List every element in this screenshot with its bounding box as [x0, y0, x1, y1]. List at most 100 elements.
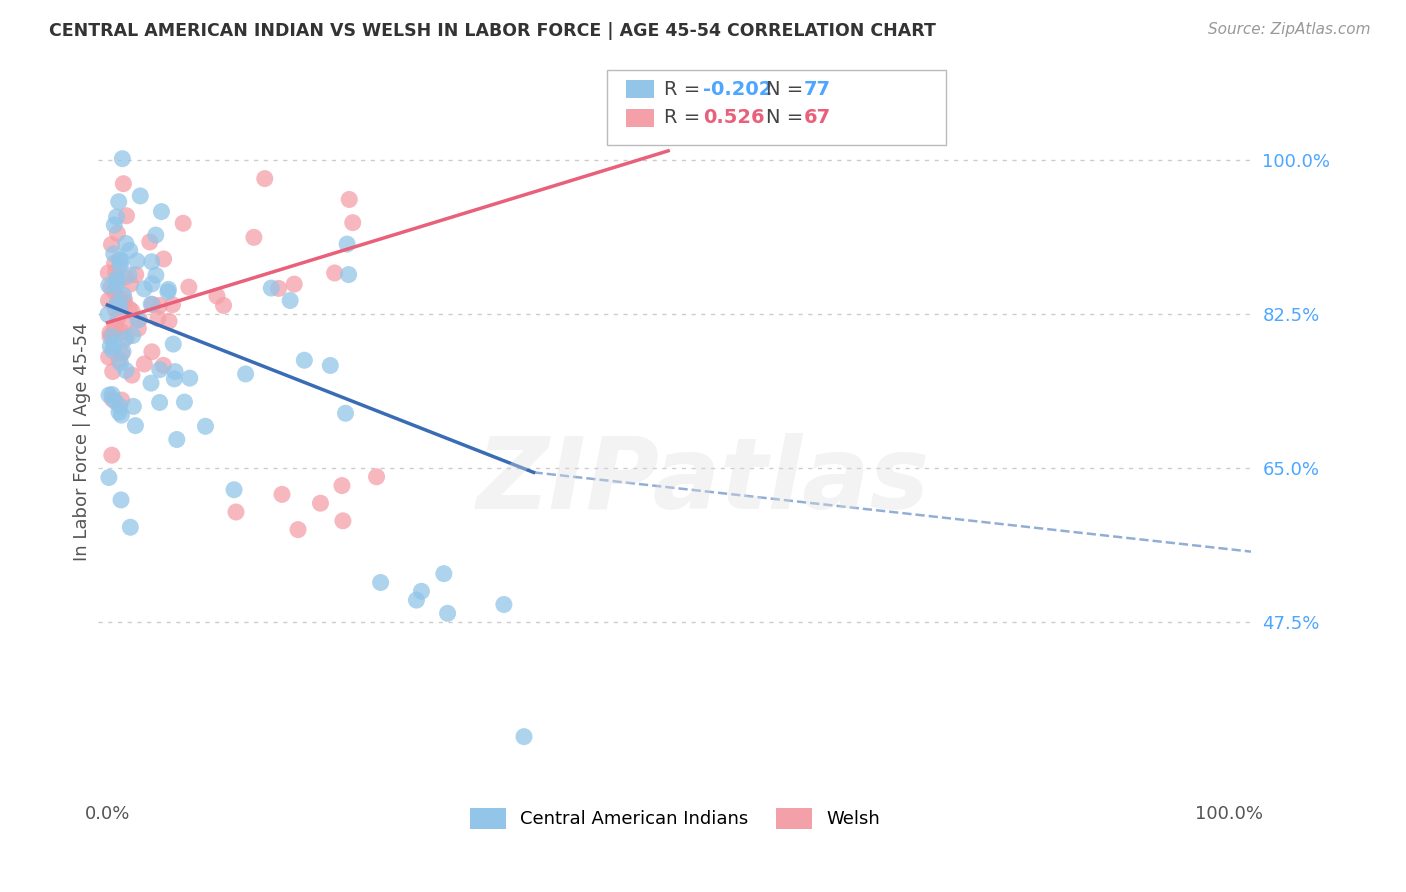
Point	[108, 399, 131, 413]
Point	[105, 274, 128, 288]
Point	[97, 350, 120, 364]
Point	[111, 393, 134, 408]
Point	[115, 363, 138, 377]
Point	[98, 388, 121, 402]
Point	[115, 209, 138, 223]
Point	[163, 372, 186, 386]
Point	[112, 177, 135, 191]
Point	[104, 301, 127, 316]
Point	[103, 285, 125, 299]
Point	[105, 210, 128, 224]
Point	[97, 278, 120, 293]
Point	[156, 285, 179, 299]
Text: ZIPatlas: ZIPatlas	[477, 434, 929, 530]
Point	[336, 237, 359, 252]
Point	[157, 314, 180, 328]
Point	[145, 228, 167, 243]
Point	[127, 321, 149, 335]
Point	[121, 328, 143, 343]
Point	[105, 279, 128, 293]
Point	[173, 395, 195, 409]
Point	[101, 343, 124, 358]
Point	[179, 371, 201, 385]
Point	[141, 297, 163, 311]
Point	[122, 400, 145, 414]
Point	[125, 268, 148, 282]
Point	[149, 395, 172, 409]
Point	[492, 598, 515, 612]
Point	[165, 365, 187, 379]
Point	[101, 329, 124, 343]
Point	[141, 254, 163, 268]
Point	[101, 387, 124, 401]
Point	[125, 254, 148, 268]
Point	[103, 247, 125, 261]
Point	[134, 357, 156, 371]
Point	[172, 216, 194, 230]
Point	[118, 301, 141, 316]
Point	[121, 304, 143, 318]
Point	[139, 376, 162, 391]
Point	[127, 313, 149, 327]
Point	[108, 252, 131, 267]
Point	[405, 593, 427, 607]
Point	[513, 730, 536, 744]
Point	[118, 268, 141, 282]
Point	[150, 204, 173, 219]
Point	[141, 344, 163, 359]
Point	[205, 289, 228, 303]
Point	[278, 293, 301, 308]
Point	[107, 310, 129, 325]
Point	[114, 332, 136, 346]
Point	[114, 317, 136, 331]
Point	[114, 270, 136, 285]
Point	[330, 478, 353, 492]
Point	[134, 282, 156, 296]
Point	[97, 308, 120, 322]
Point	[97, 470, 120, 484]
Point	[98, 326, 121, 340]
Y-axis label: In Labor Force | Age 45-54: In Labor Force | Age 45-54	[73, 322, 91, 561]
Point	[107, 194, 129, 209]
Point	[101, 364, 124, 378]
Point	[100, 237, 122, 252]
Point	[366, 469, 388, 483]
Point	[146, 311, 169, 326]
Point	[101, 392, 124, 406]
Point	[115, 330, 138, 344]
Point	[292, 353, 315, 368]
Point	[110, 408, 132, 422]
Text: N =: N =	[766, 79, 810, 99]
Point	[342, 216, 364, 230]
Point	[194, 419, 217, 434]
Point	[112, 295, 135, 310]
Point	[105, 271, 128, 285]
Point	[149, 299, 172, 313]
Point	[103, 324, 125, 338]
Point	[108, 352, 131, 367]
Point	[177, 280, 200, 294]
Point	[115, 236, 138, 251]
Point	[107, 297, 129, 311]
Point	[129, 189, 152, 203]
Point	[225, 505, 247, 519]
Point	[253, 171, 276, 186]
Point	[222, 483, 245, 497]
Point	[145, 268, 167, 283]
Point	[110, 325, 132, 339]
Point	[104, 265, 127, 279]
Point	[121, 368, 143, 383]
Text: N =: N =	[766, 108, 810, 128]
Point	[108, 300, 131, 314]
Point	[436, 607, 458, 621]
Point	[157, 282, 180, 296]
Point	[111, 152, 134, 166]
Point	[98, 330, 121, 344]
Point	[108, 405, 131, 419]
Point	[287, 523, 309, 537]
Point	[212, 298, 235, 312]
Point	[139, 235, 162, 249]
Text: 67: 67	[804, 108, 831, 128]
Point	[337, 193, 360, 207]
Point	[149, 362, 172, 376]
